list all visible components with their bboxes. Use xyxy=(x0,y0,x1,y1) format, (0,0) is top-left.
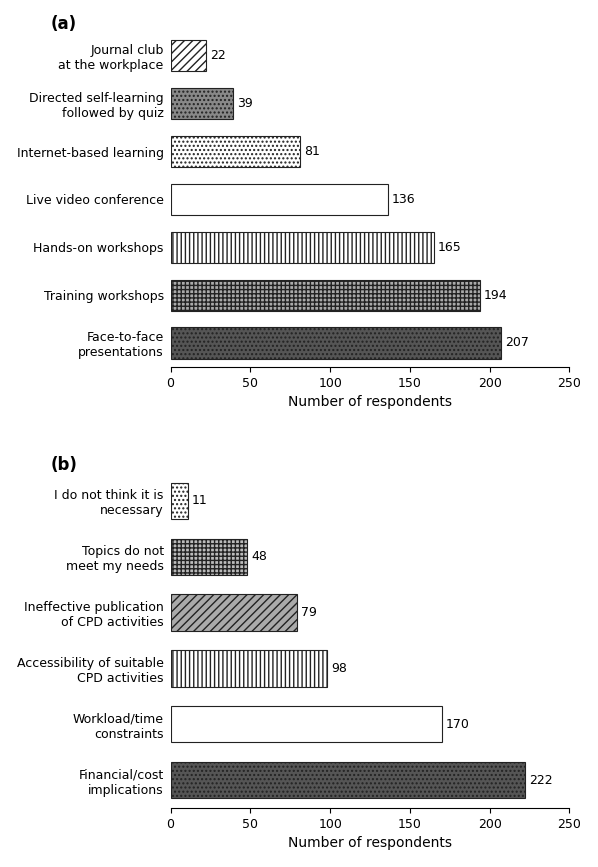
Bar xyxy=(170,184,388,215)
Text: 222: 222 xyxy=(529,773,553,786)
Text: 165: 165 xyxy=(438,241,462,254)
Text: 98: 98 xyxy=(331,662,347,675)
Bar xyxy=(170,650,327,687)
Text: 194: 194 xyxy=(484,289,508,302)
Bar xyxy=(170,706,442,742)
Bar xyxy=(170,279,480,310)
Text: 39: 39 xyxy=(237,97,252,110)
Text: 11: 11 xyxy=(192,494,208,507)
Text: 81: 81 xyxy=(304,145,320,158)
Text: 207: 207 xyxy=(505,336,529,349)
Bar xyxy=(170,136,300,167)
Bar xyxy=(170,595,297,631)
Text: (b): (b) xyxy=(51,456,78,474)
Bar xyxy=(170,88,233,119)
Bar xyxy=(170,40,206,71)
Bar xyxy=(170,328,501,359)
Bar xyxy=(170,483,188,519)
Bar xyxy=(170,231,434,263)
Text: 136: 136 xyxy=(392,192,415,205)
X-axis label: Number of respondents: Number of respondents xyxy=(288,395,452,409)
X-axis label: Number of respondents: Number of respondents xyxy=(288,837,452,851)
Text: 170: 170 xyxy=(446,718,469,731)
Text: (a): (a) xyxy=(51,15,77,33)
Bar xyxy=(170,538,247,575)
Text: 48: 48 xyxy=(251,551,267,564)
Bar xyxy=(170,762,524,799)
Text: 22: 22 xyxy=(210,49,225,62)
Text: 79: 79 xyxy=(301,606,316,619)
